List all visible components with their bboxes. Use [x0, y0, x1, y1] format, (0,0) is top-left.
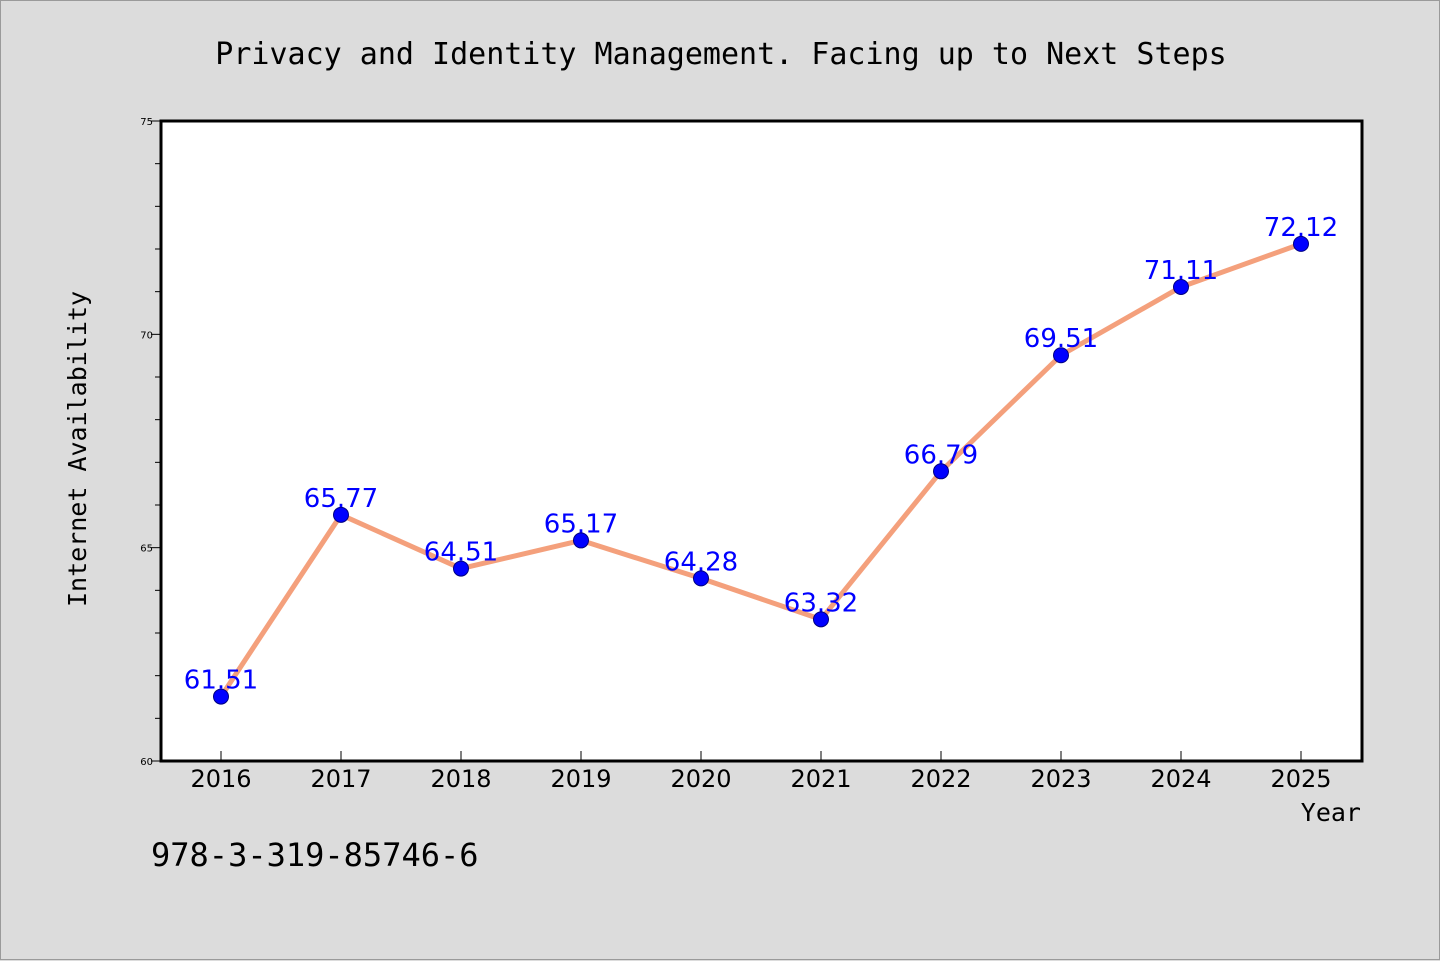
x-tick-label: 2023 [1030, 765, 1091, 793]
x-tick-label: 2019 [550, 765, 611, 793]
data-point [1173, 278, 1189, 295]
data-label: 69.51 [1024, 324, 1098, 354]
data-label: 61.51 [184, 666, 258, 696]
x-tick-label: 2022 [910, 765, 971, 793]
data-point [333, 506, 349, 523]
x-tick-label: 2020 [670, 765, 731, 793]
data-label: 66.79 [904, 440, 978, 470]
y-tick-label: 60 [140, 757, 153, 768]
x-tick-label: 2025 [1270, 765, 1331, 793]
series-line-group [213, 235, 1309, 705]
x-tick-label: 2018 [430, 765, 491, 793]
y-tick-label: 75 [140, 117, 153, 128]
data-label-group: 61.51 65.77 64.51 65.17 64.28 63.32 66.79 69.51… [184, 213, 1338, 696]
x-tick-label: 2024 [1150, 765, 1211, 793]
data-point [933, 463, 949, 480]
data-label: 65.17 [544, 509, 618, 539]
data-label: 64.28 [664, 547, 738, 577]
x-tick-label: 2017 [310, 765, 371, 793]
data-point [1053, 347, 1069, 364]
isbn-text: 978-3-319-85746-6 [151, 836, 479, 874]
series-line [218, 241, 1304, 700]
plot-area [159, 119, 1364, 763]
chart-title: Privacy and Identity Management. Facing … [215, 37, 1226, 72]
data-point [1293, 235, 1309, 252]
data-label: 65.77 [304, 484, 378, 514]
y-tick-label: 70 [140, 330, 153, 341]
x-axis: 2016 2017 2018 2019 2020 2021 2022 2023 2024 2025 [190, 751, 1332, 793]
data-point [813, 611, 829, 628]
data-point [453, 560, 469, 577]
data-label: 72.12 [1264, 213, 1338, 243]
data-label: 71.11 [1144, 256, 1218, 286]
x-tick-label: 2021 [790, 765, 851, 793]
y-axis-label: Internet Availability [63, 291, 92, 607]
data-label: 63.32 [784, 588, 858, 618]
data-point [573, 532, 589, 549]
data-label: 64.51 [424, 538, 498, 568]
data-point [693, 570, 709, 587]
x-axis-label: Year [1301, 798, 1361, 827]
y-axis: 60 65 70 75 [140, 117, 161, 768]
y-tick-label: 65 [140, 544, 153, 555]
x-tick-label: 2016 [190, 765, 251, 793]
data-point [213, 688, 229, 705]
